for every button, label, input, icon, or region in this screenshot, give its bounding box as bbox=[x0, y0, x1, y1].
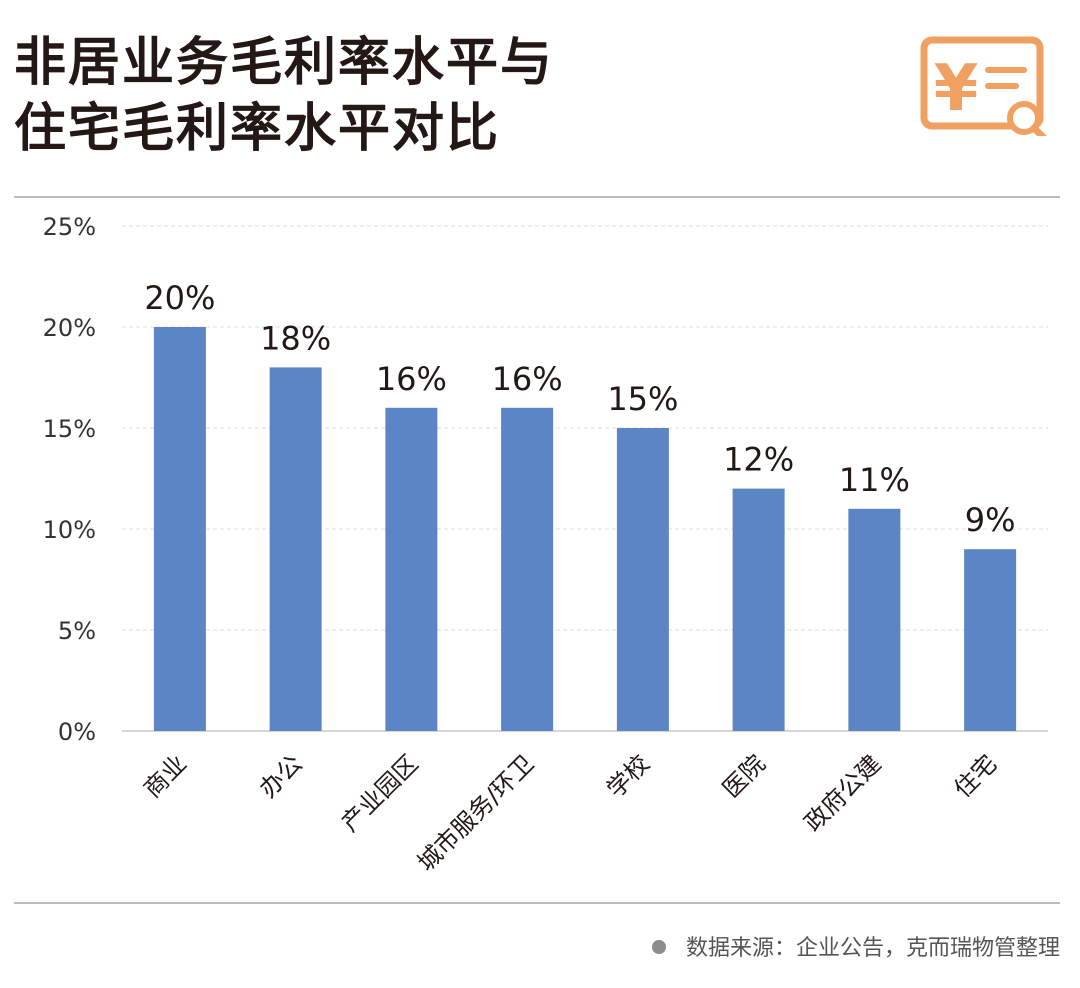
y-tick-label: 5% bbox=[58, 617, 96, 645]
data-label: 16% bbox=[376, 360, 447, 398]
data-label: 9% bbox=[965, 501, 1016, 539]
bar bbox=[616, 428, 669, 731]
data-label: 16% bbox=[492, 360, 563, 398]
bar bbox=[269, 367, 322, 731]
bar bbox=[501, 407, 554, 731]
page-title: 非居业务毛利率水平与 住宅毛利率水平对比 bbox=[14, 30, 554, 162]
y-tick-label: 25% bbox=[43, 213, 96, 241]
y-tick-label: 0% bbox=[58, 718, 96, 746]
data-label: 11% bbox=[839, 461, 910, 499]
y-axis-ticks: 0% 5% 10% 15% 20% 25% bbox=[43, 213, 96, 746]
y-tick-label: 15% bbox=[43, 415, 96, 443]
bullet-dot-icon bbox=[651, 940, 666, 954]
title-line-2: 住宅毛利率水平对比 bbox=[14, 99, 501, 159]
data-label: 15% bbox=[607, 380, 678, 418]
data-label: 18% bbox=[260, 319, 331, 357]
x-tick-label: 产业园区 bbox=[336, 749, 424, 837]
x-tick-label: 政府公建 bbox=[799, 749, 887, 837]
bar bbox=[964, 549, 1017, 731]
x-tick-label: 办公 bbox=[254, 749, 308, 803]
svg-text:¥: ¥ bbox=[934, 52, 979, 126]
bar bbox=[385, 407, 438, 731]
header-divider bbox=[14, 196, 1060, 198]
x-tick-label: 住宅 bbox=[949, 749, 1003, 803]
source-text: 数据来源：企业公告，克而瑞物管整理 bbox=[685, 936, 1060, 961]
x-tick-label: 城市服务/环卫 bbox=[412, 749, 539, 876]
x-tick-label: 医院 bbox=[717, 749, 771, 803]
y-tick-label: 10% bbox=[43, 516, 96, 544]
bar bbox=[732, 488, 785, 731]
bars bbox=[153, 327, 1017, 731]
data-label: 12% bbox=[723, 441, 794, 479]
yuan-document-search-icon: ¥ bbox=[920, 36, 1047, 136]
bar bbox=[153, 327, 206, 731]
x-tick-label: 学校 bbox=[601, 749, 655, 803]
data-label: 20% bbox=[144, 279, 215, 317]
y-tick-label: 20% bbox=[43, 314, 96, 342]
title-line-1: 非居业务毛利率水平与 bbox=[14, 33, 555, 93]
source-note: 数据来源：企业公告，克而瑞物管整理 bbox=[651, 930, 1060, 962]
footer-divider bbox=[14, 902, 1060, 904]
bar-chart: 20% 18% 16% 16% 15% 12% 11% 9% 0% 5% 10% 15% 20% 25%… bbox=[43, 213, 1048, 877]
data-labels: 20% 18% 16% 16% 15% 12% 11% 9% bbox=[144, 279, 1015, 539]
bar bbox=[848, 508, 901, 731]
x-tick-label: 商业 bbox=[138, 749, 192, 803]
